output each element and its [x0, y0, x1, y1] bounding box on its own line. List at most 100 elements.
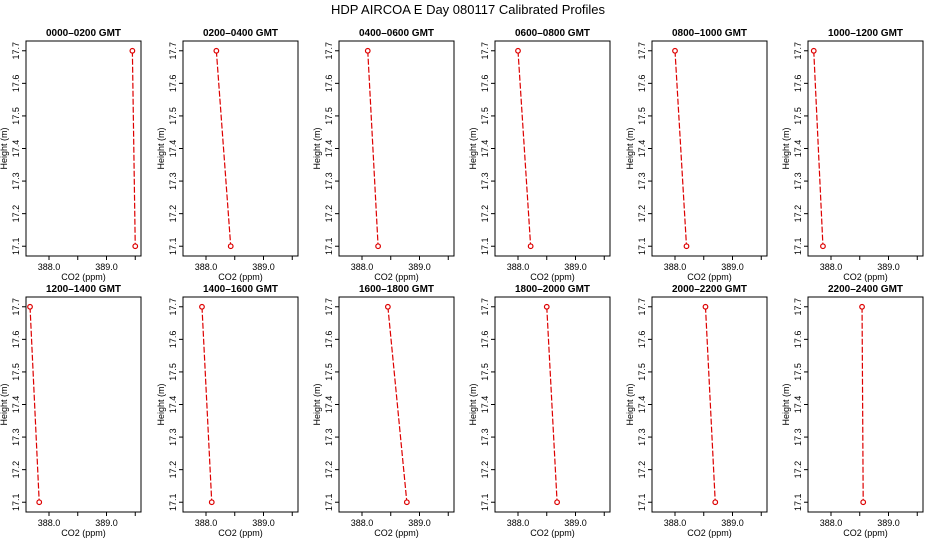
y-tick-label: 17.3: [168, 172, 178, 190]
x-tick-label: 389.0: [408, 518, 431, 528]
data-point: [403, 499, 410, 506]
y-tick-label: 17.2: [11, 461, 21, 479]
x-tick-label: 388.0: [507, 262, 530, 272]
data-point: [227, 243, 234, 250]
y-axis-label: Height (m): [312, 127, 322, 169]
panel-frame: [651, 296, 768, 513]
panel-frame: [182, 40, 299, 257]
y-axis-label: Height (m): [0, 127, 9, 169]
x-axis-label: CO2 (ppm): [530, 528, 575, 538]
y-tick-label: 17.3: [637, 428, 647, 446]
y-tick-label: 17.1: [324, 237, 334, 255]
profile-line: [201, 306, 213, 503]
y-axis-label: Height (m): [625, 383, 635, 425]
y-tick-label: 17.3: [480, 428, 490, 446]
panel-title: 0000–0200 GMT: [46, 28, 121, 39]
y-tick-label: 17.7: [480, 42, 490, 60]
y-axis-label: Height (m): [781, 127, 791, 169]
data-point: [527, 243, 534, 250]
y-tick-label: 17.2: [637, 205, 647, 223]
x-axis-label: CO2 (ppm): [374, 272, 419, 282]
y-tick-label: 17.2: [793, 461, 803, 479]
x-tick-label: 388.0: [820, 518, 843, 528]
y-tick-label: 17.5: [168, 363, 178, 381]
y-tick-label: 17.6: [793, 75, 803, 93]
x-tick-label: 388.0: [351, 262, 374, 272]
y-tick-label: 17.6: [637, 331, 647, 349]
y-tick-label: 17.4: [324, 396, 334, 414]
y-tick-label: 17.4: [324, 140, 334, 158]
y-tick-label: 17.4: [480, 140, 490, 158]
y-tick-label: 17.2: [168, 205, 178, 223]
profile-line: [367, 50, 379, 247]
y-tick-label: 17.6: [324, 331, 334, 349]
y-tick-label: 17.2: [480, 205, 490, 223]
x-tick-label: 388.0: [38, 518, 61, 528]
x-tick-label: 389.0: [877, 518, 900, 528]
y-tick-label: 17.3: [324, 172, 334, 190]
x-tick-label: 388.0: [351, 518, 374, 528]
panel-title: 1400–1600 GMT: [203, 284, 278, 295]
x-axis-label: CO2 (ppm): [843, 528, 888, 538]
y-tick-label: 17.7: [11, 298, 21, 316]
y-tick-label: 17.5: [637, 363, 647, 381]
profile-line: [29, 306, 40, 503]
y-tick-label: 17.5: [480, 363, 490, 381]
panel-frame: [807, 296, 924, 513]
x-tick-label: 388.0: [664, 262, 687, 272]
data-point: [375, 243, 382, 250]
data-point: [554, 499, 560, 506]
data-point: [36, 499, 43, 506]
profile-line: [131, 50, 136, 247]
data-point: [213, 47, 220, 54]
data-point: [859, 303, 865, 310]
y-tick-label: 17.6: [168, 75, 178, 93]
panel-frame: [25, 40, 142, 257]
y-tick-label: 17.3: [168, 428, 178, 446]
x-tick-label: 389.0: [252, 518, 275, 528]
x-tick-label: 388.0: [38, 262, 61, 272]
y-axis-label: Height (m): [625, 127, 635, 169]
x-tick-label: 389.0: [564, 518, 587, 528]
y-axis-label: Height (m): [781, 383, 791, 425]
y-tick-label: 17.2: [324, 461, 334, 479]
data-point: [810, 47, 817, 54]
panel-frame: [651, 40, 768, 257]
x-axis-label: CO2 (ppm): [374, 528, 419, 538]
y-tick-label: 17.7: [168, 298, 178, 316]
y-tick-label: 17.6: [11, 331, 21, 349]
y-tick-label: 17.5: [793, 363, 803, 381]
panel-title: 0600–0800 GMT: [515, 28, 590, 39]
y-tick-label: 17.5: [168, 107, 178, 125]
y-tick-label: 17.1: [11, 493, 21, 511]
x-tick-label: 389.0: [95, 518, 118, 528]
x-tick-label: 389.0: [877, 262, 900, 272]
y-tick-label: 17.3: [793, 172, 803, 190]
y-tick-label: 17.2: [168, 461, 178, 479]
y-axis-label: Height (m): [312, 383, 322, 425]
y-tick-label: 17.1: [168, 493, 178, 511]
x-axis-label: CO2 (ppm): [687, 272, 732, 282]
panel-title: 2200–2400 GMT: [828, 284, 903, 295]
y-tick-label: 17.7: [11, 42, 21, 60]
x-tick-label: 388.0: [664, 518, 687, 528]
x-tick-label: 388.0: [195, 518, 218, 528]
y-tick-label: 17.6: [793, 331, 803, 349]
y-tick-label: 17.6: [168, 331, 178, 349]
profile-line: [813, 50, 824, 247]
panel-title: 0400–0600 GMT: [359, 28, 434, 39]
x-tick-label: 388.0: [820, 262, 843, 272]
y-tick-label: 17.7: [324, 42, 334, 60]
data-point: [199, 303, 205, 310]
data-point: [364, 47, 371, 54]
data-point: [132, 243, 139, 250]
y-tick-label: 17.7: [324, 298, 334, 316]
y-tick-label: 17.1: [637, 493, 647, 511]
y-tick-label: 17.1: [168, 237, 178, 255]
y-axis-label: Height (m): [156, 383, 166, 425]
x-axis-label: CO2 (ppm): [530, 272, 575, 282]
y-tick-label: 17.4: [168, 396, 178, 414]
x-tick-label: 389.0: [252, 262, 275, 272]
y-tick-label: 17.6: [637, 75, 647, 93]
